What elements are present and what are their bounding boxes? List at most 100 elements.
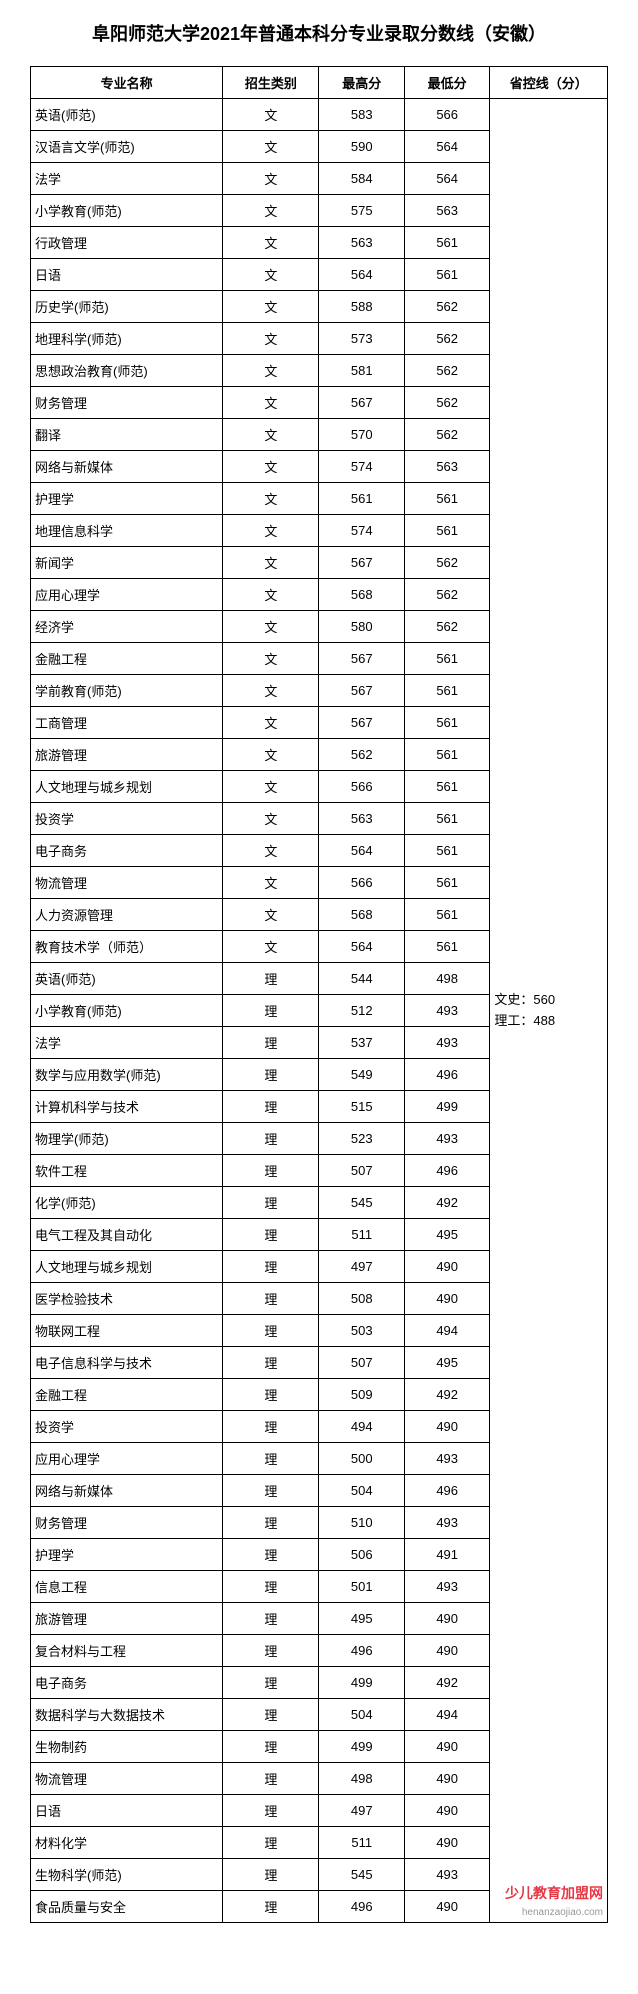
admission-table: 专业名称 招生类别 最高分 最低分 省控线（分） 英语(师范)文583566文史… [30,66,608,1923]
cell-minscore: 495 [404,1219,489,1251]
cell-major: 财务管理 [31,387,223,419]
cell-category: 文 [223,675,319,707]
cell-maxscore: 511 [319,1219,404,1251]
cell-category: 理 [223,1027,319,1059]
cell-maxscore: 545 [319,1859,404,1891]
cell-minscore: 561 [404,483,489,515]
table-row: 英语(师范)文583566文史：560理工：488 [31,99,608,131]
cell-category: 文 [223,803,319,835]
cell-maxscore: 590 [319,131,404,163]
cell-minscore: 561 [404,739,489,771]
cell-minscore: 490 [404,1603,489,1635]
cell-major: 日语 [31,1795,223,1827]
cell-major: 护理学 [31,1539,223,1571]
cell-major: 生物科学(师范) [31,1859,223,1891]
cell-minscore: 561 [404,515,489,547]
cell-minscore: 499 [404,1091,489,1123]
cell-maxscore: 498 [319,1763,404,1795]
cell-major: 教育技术学（师范） [31,931,223,963]
cell-maxscore: 545 [319,1187,404,1219]
cell-major: 物流管理 [31,867,223,899]
cell-category: 理 [223,1699,319,1731]
cell-maxscore: 563 [319,227,404,259]
cell-maxscore: 568 [319,899,404,931]
cell-category: 文 [223,771,319,803]
cell-minscore: 490 [404,1891,489,1923]
cell-minscore: 563 [404,195,489,227]
cell-minscore: 562 [404,291,489,323]
cell-major: 新闻学 [31,547,223,579]
cell-maxscore: 504 [319,1699,404,1731]
cell-major: 汉语言文学(师范) [31,131,223,163]
cell-category: 理 [223,1667,319,1699]
cell-minscore: 496 [404,1475,489,1507]
cell-category: 文 [223,611,319,643]
cell-maxscore: 567 [319,387,404,419]
cell-minscore: 564 [404,131,489,163]
cell-maxscore: 549 [319,1059,404,1091]
cell-category: 文 [223,99,319,131]
cell-minscore: 562 [404,579,489,611]
cell-category: 理 [223,1379,319,1411]
cell-category: 文 [223,355,319,387]
cell-minscore: 566 [404,99,489,131]
cell-major: 食品质量与安全 [31,1891,223,1923]
cell-maxscore: 575 [319,195,404,227]
cell-category: 文 [223,931,319,963]
cell-category: 理 [223,1315,319,1347]
cell-maxscore: 499 [319,1667,404,1699]
cell-major: 医学检验技术 [31,1283,223,1315]
cell-maxscore: 588 [319,291,404,323]
cell-minscore: 562 [404,611,489,643]
cell-maxscore: 537 [319,1027,404,1059]
cell-minscore: 561 [404,835,489,867]
cell-category: 文 [223,259,319,291]
cell-category: 理 [223,1859,319,1891]
cell-minscore: 561 [404,803,489,835]
cell-minscore: 493 [404,1027,489,1059]
cell-category: 文 [223,227,319,259]
cell-minscore: 490 [404,1635,489,1667]
cell-category: 理 [223,1443,319,1475]
cell-major: 工商管理 [31,707,223,739]
cell-minscore: 493 [404,1123,489,1155]
cell-category: 文 [223,387,319,419]
cell-major: 应用心理学 [31,1443,223,1475]
cell-maxscore: 584 [319,163,404,195]
cell-major: 生物制药 [31,1731,223,1763]
cell-major: 地理科学(师范) [31,323,223,355]
cell-maxscore: 496 [319,1635,404,1667]
cell-maxscore: 581 [319,355,404,387]
cell-major: 软件工程 [31,1155,223,1187]
cell-minscore: 562 [404,419,489,451]
header-provline: 省控线（分） [490,67,608,99]
cell-minscore: 561 [404,707,489,739]
cell-provline: 文史：560理工：488 [490,99,608,1923]
cell-minscore: 562 [404,547,489,579]
cell-category: 文 [223,739,319,771]
cell-minscore: 496 [404,1059,489,1091]
cell-minscore: 562 [404,323,489,355]
cell-major: 物流管理 [31,1763,223,1795]
header-maxscore: 最高分 [319,67,404,99]
cell-major: 金融工程 [31,643,223,675]
cell-minscore: 493 [404,1443,489,1475]
cell-minscore: 562 [404,387,489,419]
cell-maxscore: 508 [319,1283,404,1315]
cell-major: 翻译 [31,419,223,451]
cell-minscore: 493 [404,1571,489,1603]
cell-minscore: 492 [404,1187,489,1219]
cell-minscore: 492 [404,1379,489,1411]
header-major: 专业名称 [31,67,223,99]
cell-category: 理 [223,1795,319,1827]
cell-minscore: 494 [404,1315,489,1347]
cell-minscore: 490 [404,1411,489,1443]
cell-minscore: 490 [404,1251,489,1283]
cell-category: 理 [223,963,319,995]
cell-minscore: 495 [404,1347,489,1379]
cell-maxscore: 573 [319,323,404,355]
cell-category: 理 [223,995,319,1027]
cell-maxscore: 507 [319,1347,404,1379]
cell-major: 网络与新媒体 [31,1475,223,1507]
cell-minscore: 490 [404,1283,489,1315]
